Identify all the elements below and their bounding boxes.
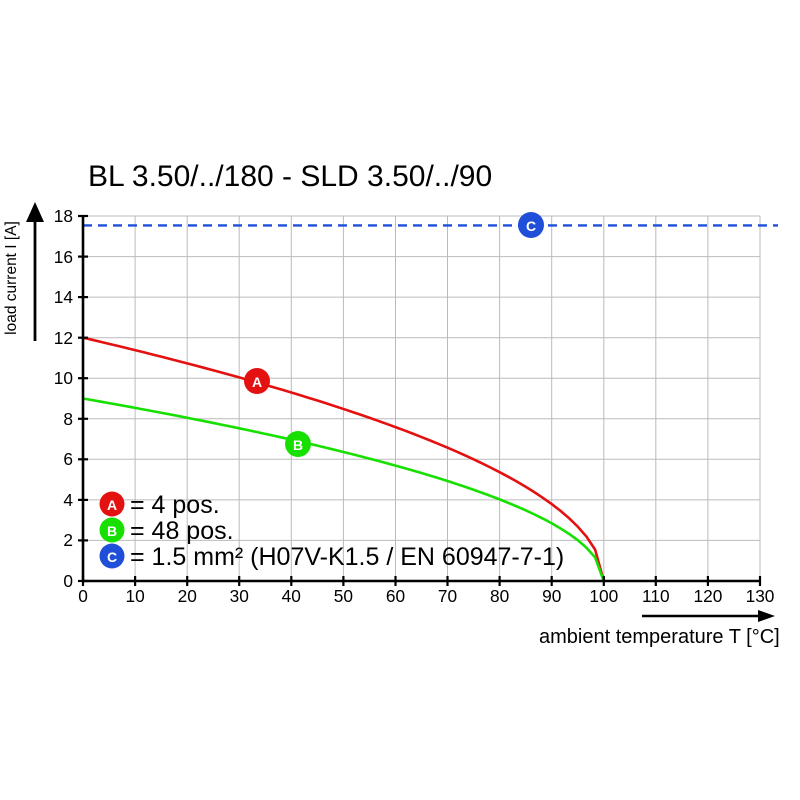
svg-text:4: 4 (63, 490, 73, 510)
svg-text:2: 2 (63, 530, 73, 550)
svg-text:130: 130 (746, 586, 775, 606)
svg-text:30: 30 (230, 586, 249, 606)
svg-text:0: 0 (63, 571, 73, 591)
svg-text:80: 80 (490, 586, 509, 606)
svg-text:18: 18 (54, 206, 73, 226)
svg-text:120: 120 (693, 586, 722, 606)
svg-text:BL 3.50/../180 - SLD 3.50/../9: BL 3.50/../180 - SLD 3.50/../90 (88, 160, 492, 193)
svg-text:6: 6 (63, 449, 73, 469)
svg-text:A: A (107, 497, 117, 513)
svg-text:10: 10 (54, 368, 73, 388)
svg-text:90: 90 (542, 586, 561, 606)
svg-text:ambient temperature T [°C]: ambient temperature T [°C] (539, 626, 780, 648)
svg-text:14: 14 (54, 287, 74, 307)
svg-text:110: 110 (642, 586, 670, 606)
svg-text:70: 70 (438, 586, 457, 606)
svg-text:10: 10 (125, 586, 144, 606)
svg-text:16: 16 (54, 247, 73, 267)
svg-text:60: 60 (386, 586, 405, 606)
svg-text:50: 50 (334, 586, 353, 606)
svg-text:C: C (107, 549, 117, 565)
svg-text:12: 12 (54, 328, 73, 348)
svg-text:load current I [A]: load current I [A] (3, 221, 20, 335)
svg-text:8: 8 (63, 409, 73, 429)
svg-text:= 48 pos.: = 48 pos. (130, 517, 234, 545)
svg-text:100: 100 (589, 586, 618, 606)
svg-text:= 1.5 mm² (H07V-K1.5 / EN 6094: = 1.5 mm² (H07V-K1.5 / EN 60947-7-1) (130, 543, 564, 571)
svg-text:B: B (107, 523, 117, 539)
svg-text:A: A (252, 374, 262, 390)
svg-text:20: 20 (178, 586, 197, 606)
svg-text:= 4 pos.: = 4 pos. (130, 491, 220, 519)
svg-text:B: B (293, 437, 303, 453)
svg-text:C: C (526, 218, 536, 234)
svg-text:0: 0 (78, 586, 88, 606)
svg-text:40: 40 (282, 586, 301, 606)
